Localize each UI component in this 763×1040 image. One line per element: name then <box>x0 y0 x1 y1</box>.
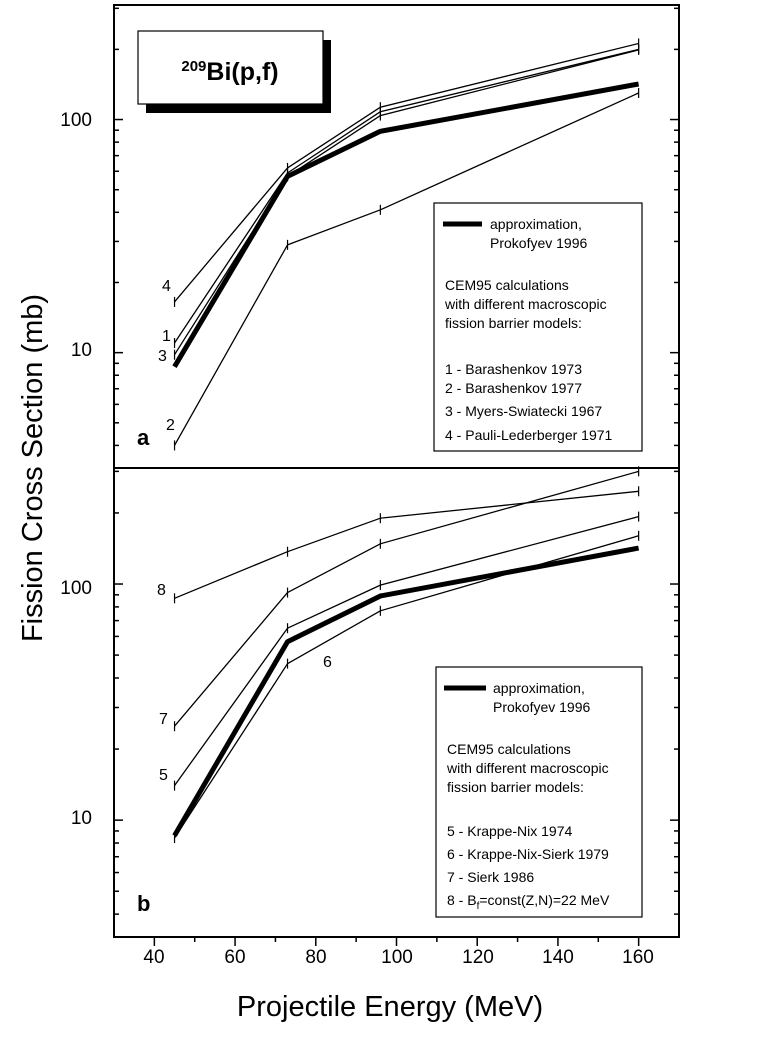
legend-b-model-6: 6 - Krappe-Nix-Sierk 1979 <box>447 846 609 862</box>
legend-a-intro2: with different macroscopic <box>444 296 607 312</box>
legend-b-intro3: fission barrier models: <box>447 779 584 795</box>
ticks-layer <box>114 7 679 946</box>
legend-b-model-8-suffix: =const(Z,N)=22 MeV <box>479 892 610 908</box>
legend-a-approx-line2: Prokofyev 1996 <box>490 235 587 251</box>
legend-a-box <box>433 202 643 452</box>
legend-b-model-8-sub: f <box>477 901 480 912</box>
y-tick-label-a-10: 10 <box>71 340 92 361</box>
series-line-2 <box>173 92 639 446</box>
series-line-1 <box>173 48 639 344</box>
chart-title: 209Bi(p,f) <box>181 58 278 86</box>
legend-a-approx-line1: approximation, <box>490 216 582 232</box>
legend-b-intro1: CEM95 calculations <box>447 741 571 757</box>
legend-b-approx-line2: Prokofyev 1996 <box>493 699 590 715</box>
curve-label-7: 7 <box>159 711 168 728</box>
series-line-5 <box>173 515 639 786</box>
legend-a-model-1: 1 - Barashenkov 1973 <box>445 361 582 377</box>
legend-a-intro3: fission barrier models: <box>445 315 582 331</box>
x-tick-label-140: 140 <box>542 947 574 968</box>
legend-a: approximation, Prokofyev 1996 CEM95 calc… <box>433 202 643 452</box>
series-line-approximation <box>172 81 640 368</box>
x-axis-title: Projectile Energy (MeV) <box>237 991 543 1023</box>
panel-b-series <box>172 466 640 844</box>
legend-b-model-5: 5 - Krappe-Nix 1974 <box>447 823 573 839</box>
y-tick-label-b-100: 100 <box>60 578 92 599</box>
legend-b-model-7: 7 - Sierk 1986 <box>447 869 534 885</box>
series-line-3 <box>173 49 639 356</box>
x-tick-label-40: 40 <box>143 947 164 968</box>
y-tick-label-a-100: 100 <box>60 110 92 131</box>
curve-label-6: 6 <box>323 654 332 671</box>
curve-label-2: 2 <box>166 417 175 434</box>
curve-label-8: 8 <box>157 582 166 599</box>
series-line-8 <box>174 490 639 599</box>
legend-b-model-8: 8 - Bf=const(Z,N)=22 MeV <box>447 892 610 912</box>
curve-label-5: 5 <box>159 767 168 784</box>
title-box <box>137 30 324 105</box>
x-tick-label-100: 100 <box>381 947 413 968</box>
panel-letter-b: b <box>137 891 150 916</box>
title-superscript: 209 <box>181 58 206 75</box>
legend-a-model-4: 4 - Pauli-Lederberger 1971 <box>445 427 613 443</box>
series-line-7 <box>174 470 639 727</box>
curve-label-1: 1 <box>162 328 171 345</box>
x-tick-label-60: 60 <box>224 947 245 968</box>
panel-a-series <box>172 38 640 451</box>
x-tick-label-120: 120 <box>462 947 494 968</box>
y-tick-label-b-10: 10 <box>71 808 92 829</box>
series-line-6 <box>173 535 639 839</box>
x-tick-label-160: 160 <box>622 947 654 968</box>
curve-label-4: 4 <box>162 278 171 295</box>
curve-label-3: 3 <box>158 348 167 365</box>
legend-b-model-8-prefix: 8 - B <box>447 892 477 908</box>
legend-a-model-2: 2 - Barashenkov 1977 <box>445 380 582 396</box>
legend-b-intro2: with different macroscopic <box>446 760 609 776</box>
title-main: Bi(p,f) <box>206 58 278 86</box>
legend-a-intro1: CEM95 calculations <box>445 277 569 293</box>
legend-b-box <box>435 666 643 918</box>
legend-b-approx-line1: approximation, <box>493 680 585 696</box>
series-line-approximation <box>172 545 640 837</box>
x-tick-label-80: 80 <box>305 947 326 968</box>
panel-letter-a: a <box>137 425 150 450</box>
y-axis-title: Fission Cross Section (mb) <box>17 294 49 642</box>
series-line-4 <box>174 42 639 303</box>
legend-b: approximation, Prokofyev 1996 CEM95 calc… <box>435 666 643 918</box>
legend-a-model-3: 3 - Myers-Swiatecki 1967 <box>445 403 602 419</box>
